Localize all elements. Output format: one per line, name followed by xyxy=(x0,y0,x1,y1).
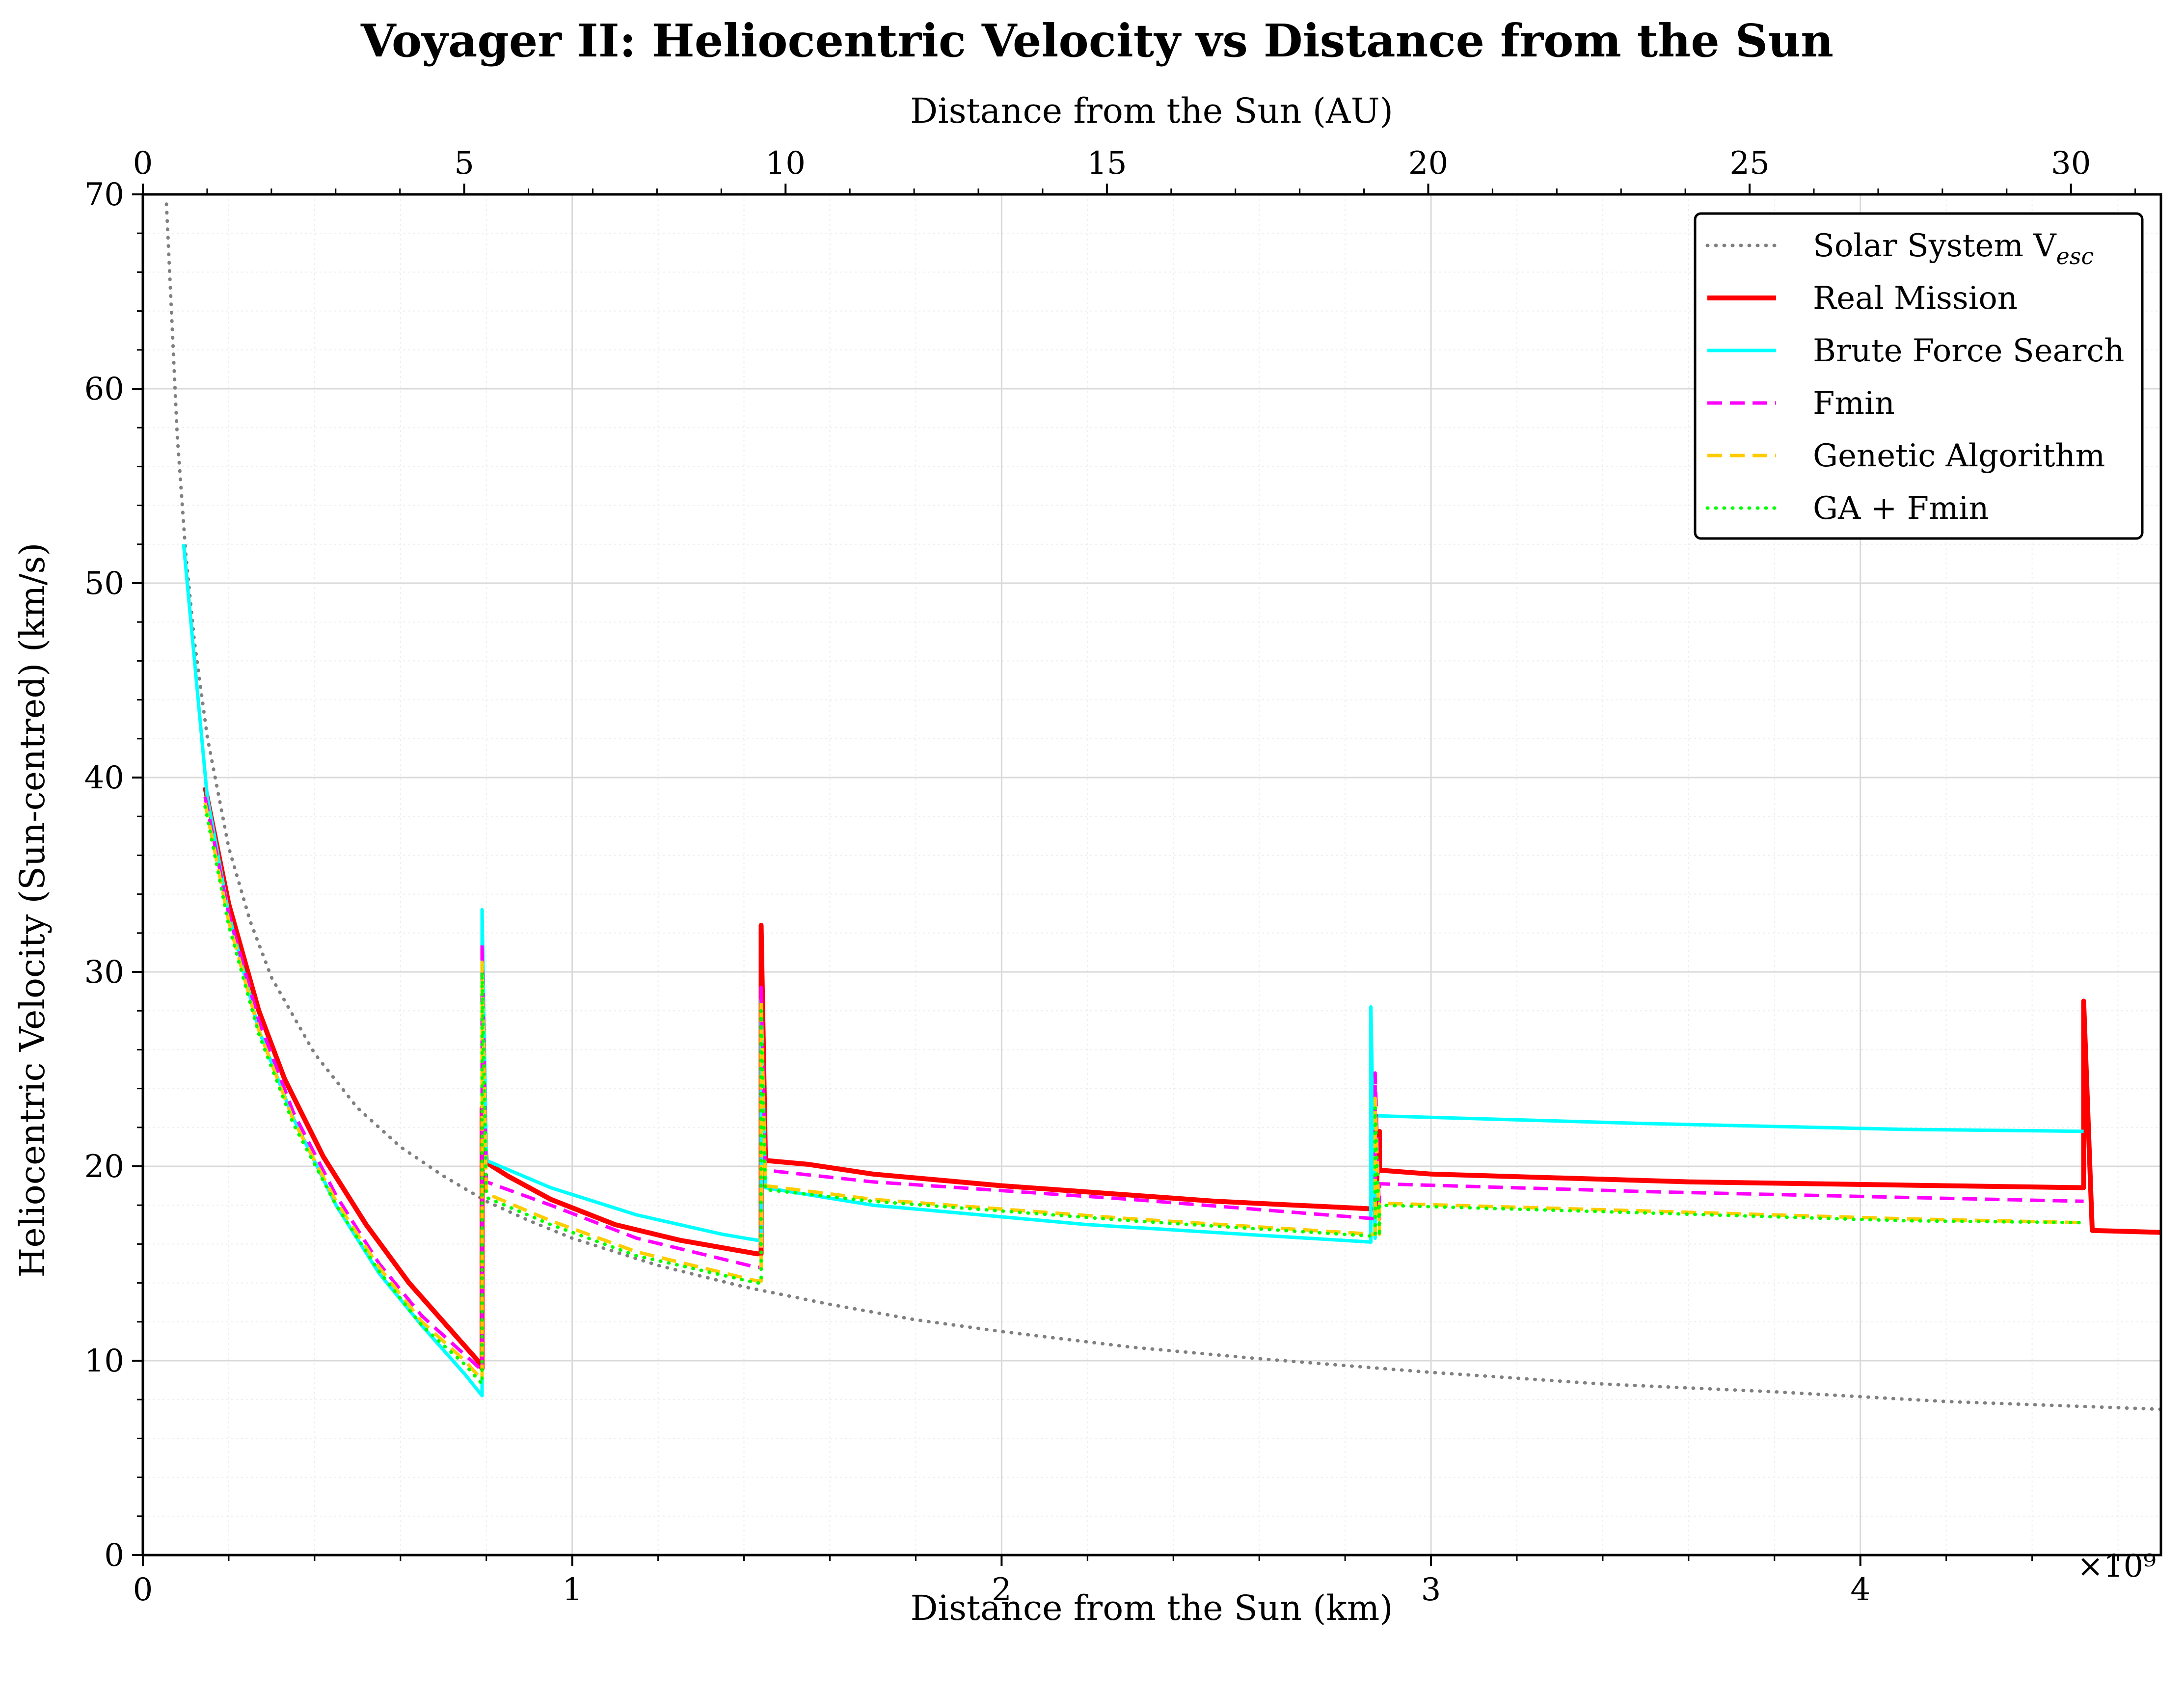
y-tick-label: 30 xyxy=(84,954,124,991)
series-line-2 xyxy=(202,786,2161,1371)
y-tick-label: 20 xyxy=(84,1149,124,1185)
left-axis-label: Heliocentric Velocity (Sun-centred) (km/… xyxy=(12,542,53,1277)
x-tick-label: 1 xyxy=(562,1572,582,1608)
x2-tick-label: 5 xyxy=(454,145,474,182)
bottom-axis-label: Distance from the Sun (km) xyxy=(910,1588,1393,1628)
legend-label: Brute Force Search xyxy=(1813,333,2124,369)
y-tick-label: 50 xyxy=(84,565,124,602)
legend-label: Solar System Vesc xyxy=(1813,228,2094,269)
series-line-5 xyxy=(203,802,2084,1382)
legend-label: Genetic Algorithm xyxy=(1813,438,2105,474)
x2-tick-label: 20 xyxy=(1408,145,1448,182)
y-tick-label: 10 xyxy=(84,1343,124,1379)
x2-tick-label: 0 xyxy=(133,145,153,182)
legend-label: GA + Fmin xyxy=(1813,490,1989,527)
series-lines xyxy=(164,202,2163,1411)
y-tick-label: 70 xyxy=(84,177,124,213)
x-tick-label: 2 xyxy=(992,1572,1012,1608)
series-line-4 xyxy=(203,796,2084,1372)
y-tick-label: 40 xyxy=(84,760,124,796)
series-line-6 xyxy=(203,805,2086,1386)
legend-label: Fmin xyxy=(1813,385,1895,422)
x-axis-multiplier: ×10⁹ xyxy=(2077,1548,2156,1585)
y-tick-label: 60 xyxy=(84,371,124,407)
chart-title: Voyager II: Heliocentric Velocity vs Dis… xyxy=(360,14,1833,67)
x2-tick-label: 15 xyxy=(1087,145,1127,182)
legend-label-subscript: esc xyxy=(2056,243,2094,269)
x-tick-label: 4 xyxy=(1850,1572,1870,1608)
x2-tick-label: 30 xyxy=(2051,145,2091,182)
y-tick-label: 0 xyxy=(104,1537,124,1574)
top-axis-label: Distance from the Sun (AU) xyxy=(910,91,1393,131)
x-tick-label: 3 xyxy=(1421,1572,1441,1608)
x2-tick-label: 10 xyxy=(766,145,806,182)
series-line-3 xyxy=(182,544,2084,1397)
legend-label: Real Mission xyxy=(1813,280,2018,317)
x-tick-label: 0 xyxy=(133,1572,153,1608)
legend-box xyxy=(1694,212,2144,540)
plot-frame xyxy=(141,193,2162,1557)
legend: Solar System Vesc Real Mission Brute Force… xyxy=(1694,212,2144,540)
x2-tick-label: 25 xyxy=(1729,145,1769,182)
major-grid xyxy=(143,194,2161,1555)
